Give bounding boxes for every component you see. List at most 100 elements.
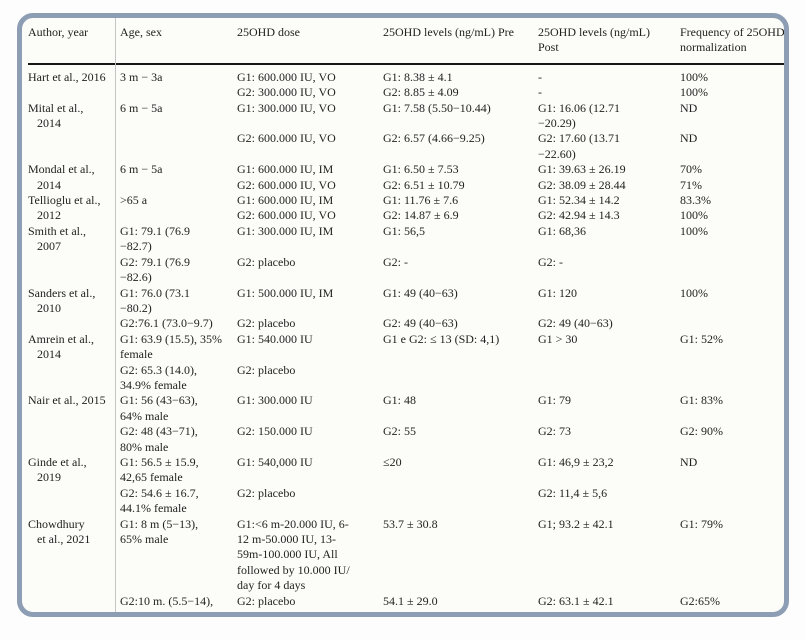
column-header-author: Author, year <box>28 25 89 39</box>
cell-author: Hart et al., 2016 <box>28 64 120 101</box>
cell-dose: G2: placebo <box>237 486 383 517</box>
cell-age: >65 a <box>120 193 237 224</box>
cell-line: day for 4 days <box>237 578 306 593</box>
cell-line: 12 m-50.000 IU, 13- <box>237 532 336 546</box>
table-row: Chowdhury et al., 2021 G1: 8 m (5−13), 65% … <box>28 516 784 594</box>
cell-line: G1: 600.000 IU, VO <box>237 69 336 84</box>
cell-post: G2: 49 (40−63) <box>538 316 680 331</box>
cell-line: - <box>538 69 542 84</box>
cell-dose: G2: 150.000 IU <box>237 424 383 455</box>
table-row: G2: 48 (43−71), 80% male G2: 150.000 IU G2:… <box>28 424 784 455</box>
table-row: Ginde et al., 2019 G1: 56.5 ± 15.9, 42,65 f… <box>28 454 784 486</box>
table-body: Hart et al., 2016 3 m − 3a G1: 600.000 IU,… <box>28 64 784 612</box>
cell-line: −22.60) <box>538 146 576 161</box>
cell-author: Nair et al., 2015 <box>28 393 120 455</box>
cell-pre: G1: 56,5 <box>383 224 538 255</box>
cell-line: G1: 120 <box>538 285 577 300</box>
cell-line: 100% <box>680 85 708 100</box>
cell-line: 71% <box>680 177 702 192</box>
cell-line: G1:<6 m-20.000 IU, 6- <box>237 516 349 531</box>
cell-line: G1: 540.000 IU <box>237 331 313 346</box>
cell-line: Mondal et al., <box>28 162 95 177</box>
cell-line: G2: placebo <box>237 593 296 608</box>
cell-line: ND <box>680 454 698 469</box>
cell-line: 70% <box>680 162 702 177</box>
cell-line: 2014 <box>37 116 61 131</box>
paper-table-frame: Author, year Age, sex 25OHD dose 25OHD leve… <box>17 13 789 617</box>
cell-line: G1: 83% <box>680 393 723 408</box>
cell-freq: 100% <box>680 285 784 317</box>
cell-line: G1: 600.000 IU, IM <box>237 162 334 177</box>
cell-line: −82.6) <box>120 270 152 285</box>
cell-line: 100% <box>680 223 708 238</box>
cell-line: G1: 8 m (5−13), <box>120 516 199 531</box>
cell-line: −20.29) <box>538 116 576 131</box>
cell-freq <box>680 316 784 331</box>
cell-line: G1: 79% <box>680 516 723 531</box>
cell-age: G2: 79.1 (76.9 −82.6) <box>120 255 237 286</box>
author-column-divider <box>115 18 116 612</box>
cell-line: G2: - <box>538 254 563 269</box>
cell-line: 64% male <box>120 408 169 423</box>
cell-line: −82.7) <box>120 239 152 254</box>
table-header: Author, year Age, sex 25OHD dose 25OHD leve… <box>28 20 785 64</box>
cell-line: −80.2) <box>120 300 152 315</box>
table-row: Nair et al., 2015 G1: 56 (43−63), 64% male… <box>28 393 784 424</box>
cell-line: G1 e G2: ≤ 13 (SD: 4,1) <box>383 331 500 346</box>
cell-post: -- <box>538 64 680 101</box>
cell-line: G1: 11.76 ± 7.6 <box>383 193 459 208</box>
cell-line: 44.1% female <box>120 501 187 516</box>
cell-age: 6 m − 5a <box>120 101 237 132</box>
cell-line: Amrein et al., <box>28 331 94 346</box>
cell-line: G2: 150.000 IU <box>237 424 313 439</box>
cell-author: Mital et al., 2014 <box>28 101 120 163</box>
cell-line: G2: 55 <box>383 424 416 439</box>
table-row: G2:10 m. (5.5−14), 59% males G2: placebo 54… <box>28 593 784 612</box>
cell-line: G2: 600.000 IU, VO <box>237 131 336 146</box>
cell-dose: G1: 540,000 IU <box>237 455 383 486</box>
cell-line: G2: 6.57 (4.66−9.25) <box>383 131 485 146</box>
cell-freq: G1: 52% <box>680 332 784 363</box>
cell-line: G1: 76.0 (73.1 <box>120 285 190 300</box>
cell-pre: G2: 55 <box>383 424 538 455</box>
cell-line: 100% <box>680 285 708 300</box>
cell-line: 100% <box>680 69 708 84</box>
cell-freq: ND <box>680 454 784 486</box>
cell-pre: G1: 11.76 ± 7.6 G2: 14.87 ± 6.9 <box>383 193 538 224</box>
cell-line: G2: 48 (43−71), <box>120 424 198 439</box>
cell-line: G1: 7.58 (5.50−10.44) <box>383 100 491 115</box>
cell-line: G1: 540,000 IU <box>237 454 313 469</box>
cell-line: G2: 6.51 ± 10.79 <box>383 177 465 192</box>
cell-line: G1: 49 (40−63) <box>383 285 458 300</box>
cell-line: female <box>120 347 153 362</box>
cell-line: Ginde et al., <box>28 454 87 469</box>
cell-line: 83.3% <box>680 193 711 208</box>
table-row: G2: 54.6 ± 16.7, 44.1% female G2: placebo G… <box>28 485 784 517</box>
cell-line: G2: 73 <box>538 424 571 439</box>
cell-line: 65% male <box>120 532 169 546</box>
cell-age: G1: 79.1 (76.9 −82.7) <box>120 224 237 255</box>
cell-dose: G2: placebo <box>237 593 383 612</box>
cell-line: G1: 68,36 <box>538 223 586 238</box>
table-row: G2: 600.000 IU, VO G2: 6.57 (4.66−9.25) G2… <box>28 131 784 162</box>
cell-line: G1: 300.000 IU, IM <box>237 223 334 238</box>
cell-line: 2019 <box>37 470 61 485</box>
cell-line: G1: 500.000 IU, IM <box>237 285 334 300</box>
cell-line: G2:76.1 (73.0−9.7) <box>120 316 213 331</box>
cell-line: G2:65% <box>680 593 720 608</box>
cell-line: G2: 11,4 ± 5,6 <box>538 485 608 500</box>
cell-freq: G2: 90% <box>680 424 784 455</box>
cell-pre <box>383 363 538 394</box>
cell-line: Mital et al., <box>28 100 84 115</box>
cell-line: 6 m − 5a <box>120 162 163 177</box>
cell-pre: G1: 49 (40−63) <box>383 286 538 317</box>
cell-freq: 83.3% 100% <box>680 193 784 224</box>
cell-line: G2: 65.3 (14.0), <box>120 362 197 377</box>
cell-line: G1: 39.63 ± 26.19 <box>538 162 626 177</box>
cell-line: G2: 54.6 ± 16.7, <box>120 485 199 500</box>
cell-pre: ≤20 <box>383 455 538 486</box>
cell-dose: G1: 600.000 IU, IM G2: 600.000 IU, VO <box>237 193 383 224</box>
column-header-freq: Frequency of 25OHD normalization <box>680 25 785 55</box>
cell-line: Nair et al., 2015 <box>28 393 106 408</box>
cell-post: G1: 16.06 (12.71 −20.29) <box>538 101 680 132</box>
